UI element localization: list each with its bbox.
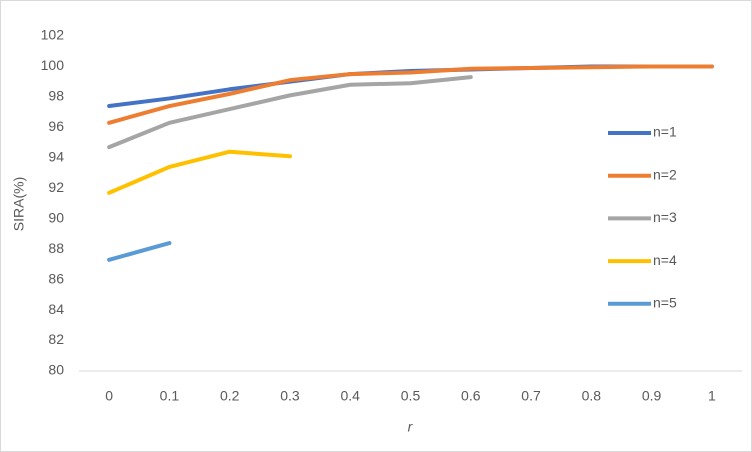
legend-label: n=5 bbox=[653, 295, 677, 311]
x-tick-label: 0.6 bbox=[461, 388, 481, 404]
series-line bbox=[107, 64, 714, 125]
x-tick-label: 0.3 bbox=[280, 388, 300, 404]
x-tick-label: 0.1 bbox=[160, 388, 180, 404]
y-tick-label: 98 bbox=[48, 88, 64, 104]
x-tick-label: 0.8 bbox=[582, 388, 602, 404]
legend-label: n=1 bbox=[653, 124, 677, 140]
series-line bbox=[107, 75, 473, 150]
y-tick-label: 92 bbox=[48, 179, 64, 195]
x-tick-label: 0.9 bbox=[642, 388, 662, 404]
y-tick-label: 96 bbox=[48, 118, 64, 134]
y-tick-label: 86 bbox=[48, 270, 64, 286]
y-axis-label: SIRA(%) bbox=[11, 177, 27, 231]
x-tick-label: 0.2 bbox=[220, 388, 240, 404]
y-tick-label: 84 bbox=[48, 301, 64, 317]
y-tick-label: 90 bbox=[48, 209, 64, 225]
legend-label: n=4 bbox=[653, 252, 677, 268]
y-tick-label: 102 bbox=[41, 27, 65, 43]
y-tick-label: 82 bbox=[48, 331, 64, 347]
x-tick-label: 0.4 bbox=[340, 388, 360, 404]
x-tick-label: 1 bbox=[708, 388, 716, 404]
y-tick-label: 80 bbox=[48, 362, 64, 378]
x-axis-label: r bbox=[408, 419, 414, 435]
x-tick-label: 0.7 bbox=[521, 388, 541, 404]
x-tick-label: 0.5 bbox=[401, 388, 421, 404]
x-tick-label: 0 bbox=[105, 388, 113, 404]
legend-label: n=2 bbox=[653, 166, 677, 182]
series-line bbox=[107, 241, 172, 262]
y-tick-label: 88 bbox=[48, 240, 64, 256]
legend-label: n=3 bbox=[653, 209, 677, 225]
y-tick-label: 100 bbox=[41, 57, 65, 73]
series-line bbox=[107, 149, 292, 195]
y-tick-label: 94 bbox=[48, 149, 64, 165]
